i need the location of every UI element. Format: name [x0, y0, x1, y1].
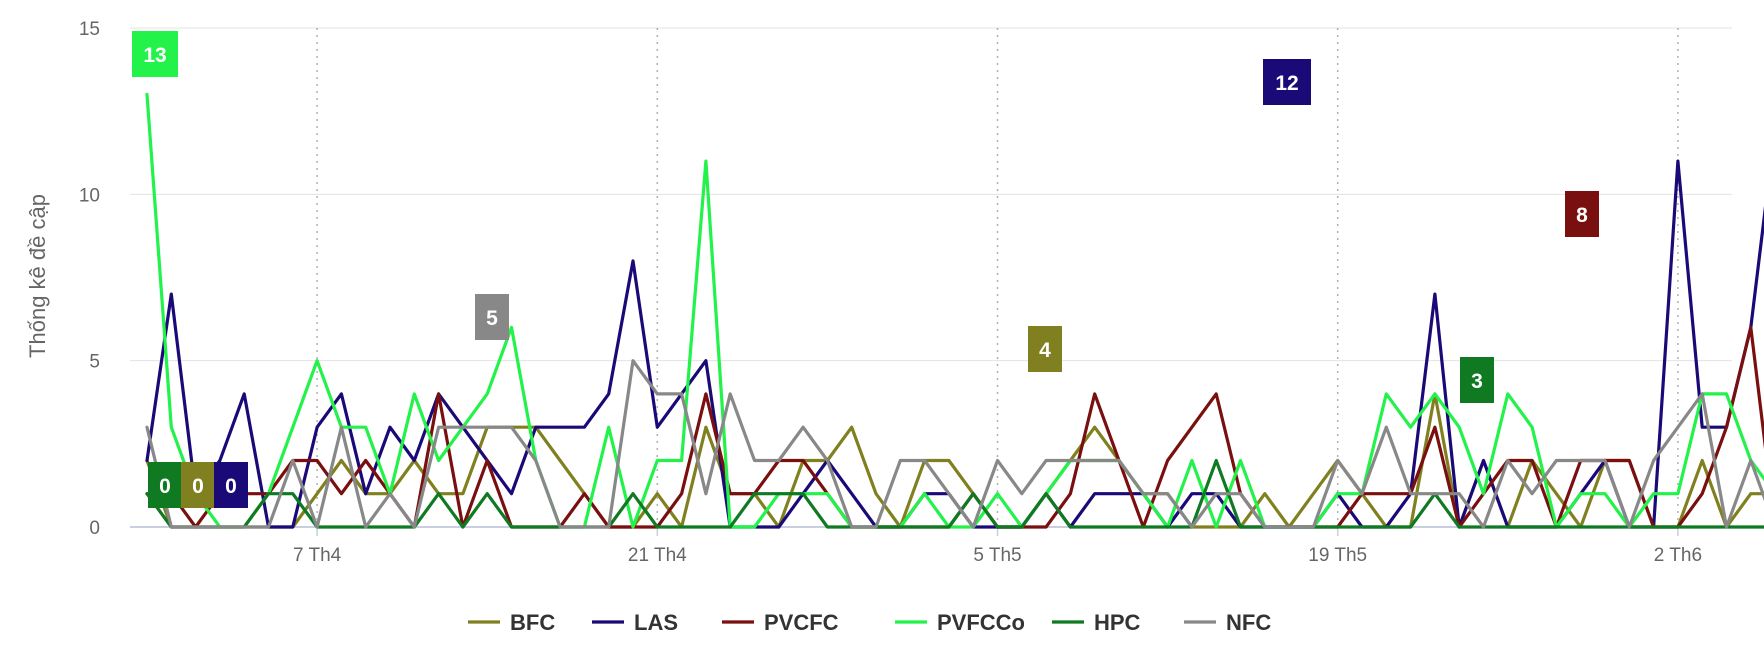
legend-label: PVFCCo: [937, 610, 1025, 635]
x-tick-label: 19 Th5: [1308, 545, 1367, 566]
flag-box: [475, 294, 509, 340]
flag-las: 0: [214, 462, 248, 508]
flag-box: [132, 31, 178, 77]
y-tick-label: 0: [89, 518, 100, 539]
flag-label: 4: [1039, 339, 1051, 362]
legend-item-pvcfc[interactable]: PVCFC: [722, 610, 839, 635]
x-tick-label: 5 Th5: [973, 545, 1021, 566]
flag-label: 12: [1275, 72, 1298, 95]
legend-label: NFC: [1226, 610, 1271, 635]
series-line-nfc: [145, 359, 1764, 529]
grid: [130, 27, 1732, 528]
series-lines: [145, 92, 1764, 529]
legend-label: PVCFC: [764, 610, 839, 635]
flag-box: [1028, 326, 1062, 372]
flag-las: 12: [1263, 59, 1311, 105]
y-tick-label: 10: [79, 185, 100, 206]
flag-pvfcco: 13: [132, 31, 178, 77]
legend-label: LAS: [634, 610, 678, 635]
legend-label: BFC: [510, 610, 555, 635]
legend-item-pvfcco[interactable]: PVFCCo: [895, 610, 1025, 635]
y-tick-label: 5: [89, 352, 100, 373]
flag-nfc: 5: [475, 294, 509, 340]
x-tick-label: 21 Th4: [628, 545, 687, 566]
flag-box: [214, 462, 248, 508]
series-line-pvfcco: [145, 92, 1764, 529]
legend-item-hpc[interactable]: HPC: [1052, 610, 1141, 635]
flag-label: 5: [486, 307, 498, 330]
flag-hpc: 0: [148, 462, 182, 508]
series-line-hpc: [145, 458, 1764, 529]
flag-bfc: 4: [1028, 326, 1062, 372]
legend-item-bfc[interactable]: BFC: [468, 610, 555, 635]
y-tick-label: 15: [79, 19, 100, 40]
flag-label: 8: [1576, 204, 1588, 227]
legend: BFC LAS PVCFC PVFCCo HPC NFC: [468, 610, 1271, 635]
flag-bfc: 0: [181, 462, 215, 508]
flag-box: [1565, 191, 1599, 237]
flag-label: 13: [143, 44, 166, 67]
flag-hpc: 3: [1460, 357, 1494, 403]
flag-label: 3: [1471, 370, 1483, 393]
x-tick-label: 2 Th6: [1654, 545, 1702, 566]
flag-box: [148, 462, 182, 508]
flag-box: [181, 462, 215, 508]
legend-label: HPC: [1094, 610, 1141, 635]
flag-label: 0: [159, 475, 171, 498]
flag-pvcfc: 8: [1565, 191, 1599, 237]
legend-item-las[interactable]: LAS: [592, 610, 678, 635]
x-tick-label: 7 Th4: [293, 545, 342, 566]
legend-item-nfc[interactable]: NFC: [1184, 610, 1271, 635]
flag-label: 0: [225, 475, 237, 498]
flag-box: [1460, 357, 1494, 403]
flag-box: [1263, 59, 1311, 105]
flag-label: 0: [192, 475, 204, 498]
y-axis-title: Thống kê đề cập: [25, 194, 50, 358]
y-axis: 0 5 10 15: [79, 19, 100, 539]
